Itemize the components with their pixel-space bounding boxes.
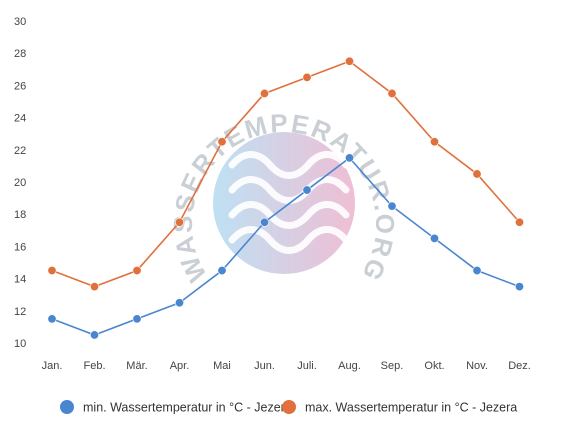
series-1-point[interactable] — [387, 201, 397, 211]
series-1 — [47, 153, 524, 340]
series-2 — [47, 56, 524, 292]
watermark: WASSERTEMPERATUR.ORG — [168, 108, 398, 287]
series-1-point[interactable] — [132, 314, 142, 324]
series-2-point[interactable] — [132, 266, 142, 276]
y-tick-label: 14 — [14, 274, 26, 286]
y-tick-label: 18 — [14, 209, 26, 221]
y-tick-label: 16 — [14, 241, 26, 253]
y-tick-label: 10 — [14, 338, 26, 350]
series-2-point[interactable] — [259, 88, 269, 98]
x-tick-label: Nov. — [466, 360, 488, 372]
series-2-point[interactable] — [90, 282, 100, 292]
x-tick-label: Okt. — [424, 360, 444, 372]
watermark-wave-2 — [228, 176, 350, 204]
series-2-point[interactable] — [175, 217, 185, 227]
y-axis: 10 12 14 16 18 20 22 24 26 28 30 — [14, 16, 26, 350]
y-tick-label: 12 — [14, 306, 26, 318]
series-1-point[interactable] — [175, 298, 185, 308]
legend-item-1[interactable]: min. Wassertemperatur in °C - Jezera — [60, 400, 292, 415]
series-2-line — [51, 60, 521, 288]
x-tick-label: Jun. — [254, 360, 275, 372]
x-tick-label: Feb. — [83, 360, 105, 372]
series-2-point[interactable] — [302, 72, 312, 82]
y-tick-label: 28 — [14, 48, 26, 60]
legend-item-2[interactable]: max. Wassertemperatur in °C - Jezera — [282, 400, 517, 415]
series-2-point[interactable] — [47, 266, 57, 276]
series-layer — [47, 56, 524, 340]
watermark-wave-1 — [228, 151, 350, 179]
watermark-wave-4 — [228, 226, 350, 254]
series-1-point[interactable] — [344, 153, 354, 163]
series-2-point[interactable] — [514, 217, 524, 227]
series-1-point[interactable] — [47, 314, 57, 324]
series-2-point[interactable] — [217, 137, 227, 147]
series-1-point[interactable] — [514, 282, 524, 292]
series-2-point[interactable] — [472, 169, 482, 179]
y-tick-label: 30 — [14, 16, 26, 28]
legend-label: min. Wassertemperatur in °C - Jezera — [83, 401, 292, 415]
x-tick-label: Apr. — [170, 360, 190, 372]
y-tick-label: 26 — [14, 80, 26, 92]
series-1-point[interactable] — [472, 266, 482, 276]
x-tick-label: Sep. — [381, 360, 404, 372]
series-1-line — [51, 157, 520, 336]
x-tick-label: Juli. — [297, 360, 317, 372]
y-tick-label: 20 — [14, 177, 26, 189]
x-tick-label: Aug. — [338, 360, 361, 372]
series-1-point[interactable] — [90, 330, 100, 340]
y-tick-label: 24 — [14, 113, 26, 125]
watermark-wave-3 — [228, 201, 350, 229]
series-1-point[interactable] — [259, 217, 269, 227]
series-1-point[interactable] — [302, 185, 312, 195]
x-tick-label: Jan. — [42, 360, 63, 372]
series-2-point[interactable] — [344, 56, 354, 66]
legend-marker — [282, 400, 296, 414]
x-tick-label: Mär. — [126, 360, 147, 372]
x-axis: Jan. Feb. Mär. Apr. Mai Jun. Juli. Aug. Sep. Okt.… — [42, 360, 531, 372]
series-1-point[interactable] — [217, 266, 227, 276]
x-tick-label: Dez. — [508, 360, 531, 372]
series-2-point[interactable] — [387, 88, 397, 98]
series-1-point[interactable] — [429, 233, 439, 243]
legend-marker — [60, 400, 74, 414]
x-tick-label: Mai — [213, 360, 231, 372]
legend: min. Wassertemperatur in °C - Jezera max.… — [60, 400, 517, 415]
legend-label: max. Wassertemperatur in °C - Jezera — [305, 401, 517, 415]
y-tick-label: 22 — [14, 145, 26, 157]
series-2-point[interactable] — [429, 137, 439, 147]
